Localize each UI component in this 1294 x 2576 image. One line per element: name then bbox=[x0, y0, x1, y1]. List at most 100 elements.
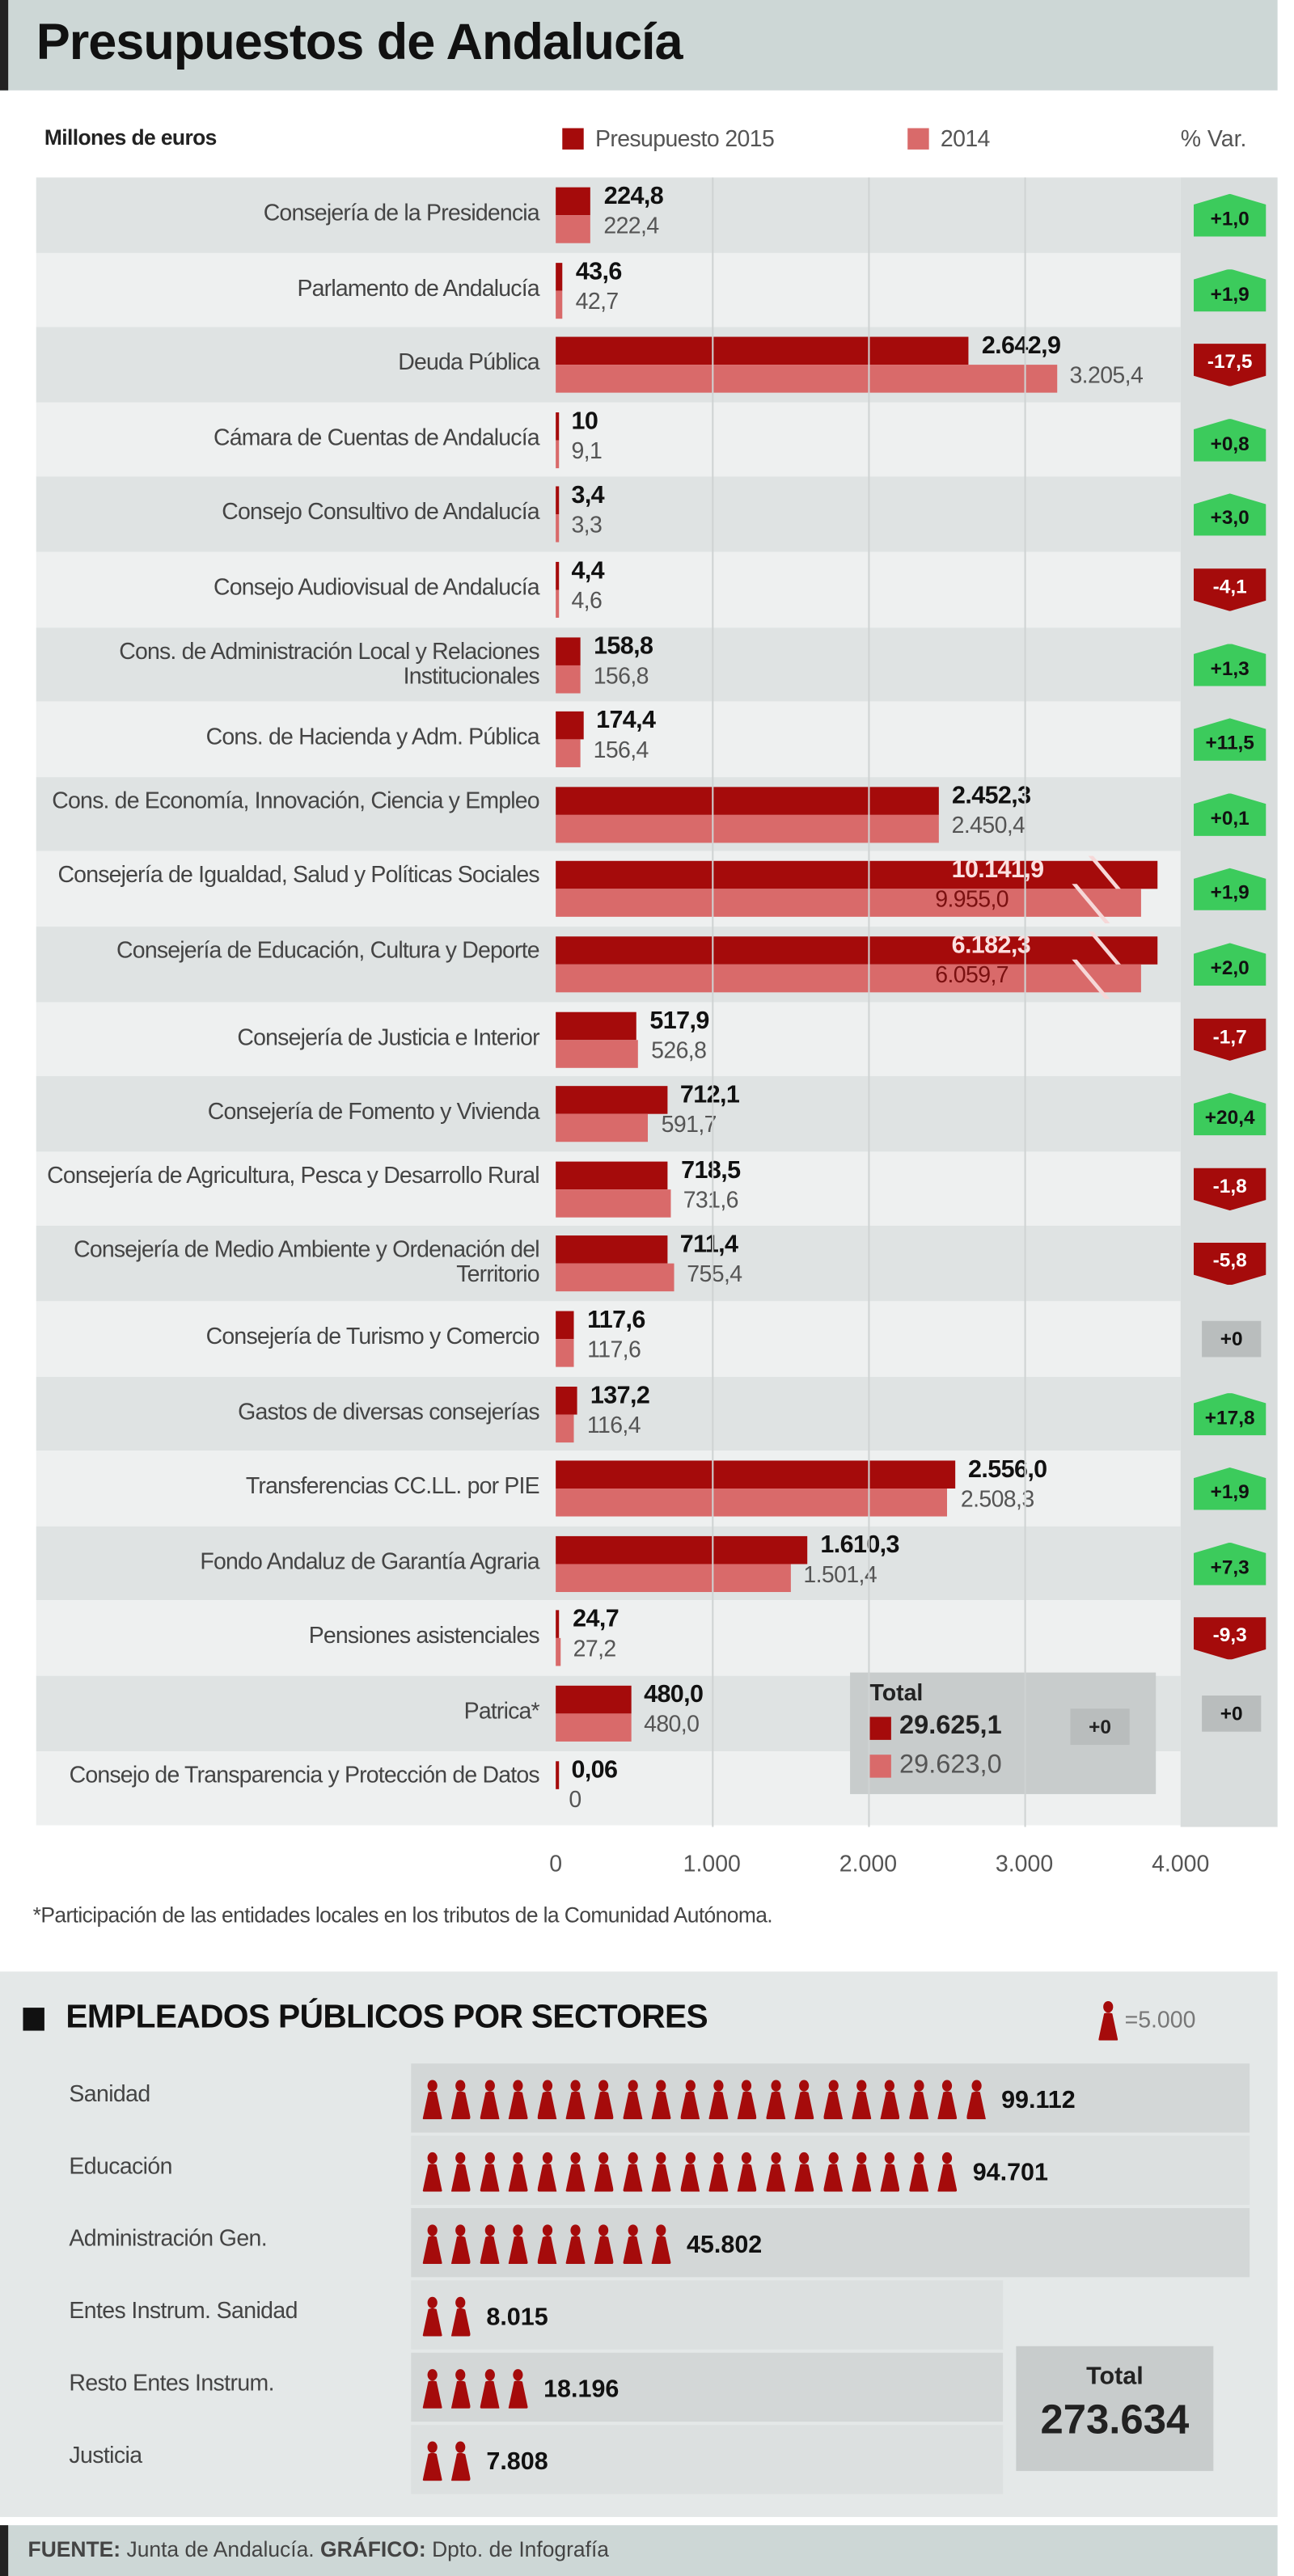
person-icon bbox=[594, 2152, 615, 2192]
legend-swatch-2015 bbox=[562, 128, 584, 150]
person-icon bbox=[536, 2224, 557, 2265]
person-icon bbox=[422, 2369, 442, 2409]
pictogram-value: 18.196 bbox=[543, 2375, 620, 2404]
value-2015: 158,8 bbox=[594, 631, 653, 661]
x-tick-label: 2.000 bbox=[839, 1850, 898, 1877]
bar-2014 bbox=[556, 589, 559, 619]
bar-2014 bbox=[556, 1339, 574, 1367]
value-2014: 0 bbox=[569, 1784, 581, 1812]
section-square-icon bbox=[23, 2008, 44, 2031]
chart-row: Cons. de Economía, Innovación, Ciencia y… bbox=[36, 776, 1181, 852]
row-label: Consejería de Medio Ambiente y Ordenació… bbox=[74, 1235, 540, 1287]
person-head bbox=[427, 2369, 438, 2381]
value-2015: 2.452,3 bbox=[952, 781, 1031, 810]
x-tick-label: 1.000 bbox=[683, 1850, 741, 1877]
person-icon bbox=[623, 2224, 643, 2265]
person-body bbox=[480, 2380, 500, 2409]
person-head bbox=[970, 2080, 981, 2092]
person-icon bbox=[679, 2152, 700, 2192]
total-2015: 29.625,1 bbox=[899, 1712, 1002, 1740]
person-body bbox=[937, 2091, 958, 2120]
x-tick-label: 0 bbox=[549, 1850, 563, 1877]
person-icon bbox=[536, 2152, 557, 2192]
pictogram-value: 94.701 bbox=[972, 2159, 1049, 2187]
bar-2014 bbox=[556, 814, 939, 843]
person-body bbox=[623, 2164, 643, 2192]
bar-2014 bbox=[556, 365, 1057, 394]
person-head bbox=[484, 2224, 495, 2236]
legend-swatch-2014 bbox=[907, 128, 929, 150]
person-body bbox=[536, 2164, 557, 2192]
person-icon bbox=[450, 2152, 472, 2192]
person-body bbox=[708, 2164, 729, 2192]
person-icon bbox=[852, 2080, 872, 2120]
value-2014: 156,4 bbox=[593, 736, 649, 763]
person-icon bbox=[450, 2441, 472, 2481]
person-body bbox=[480, 2236, 500, 2265]
person-head bbox=[771, 2152, 781, 2164]
person-body bbox=[679, 2091, 700, 2120]
person-body bbox=[908, 2164, 929, 2192]
page-title: Presupuestos de Andalucía bbox=[36, 13, 683, 71]
person-icon bbox=[937, 2080, 958, 2120]
value-2014: 731,6 bbox=[683, 1185, 739, 1213]
bar-2015 bbox=[556, 712, 583, 740]
person-body bbox=[422, 2091, 442, 2120]
person-body bbox=[508, 2091, 528, 2120]
row-label: Consejería de Igualdad, Salud y Política… bbox=[57, 861, 539, 889]
value-2014: 3.205,4 bbox=[1069, 361, 1144, 388]
chart-row: Fondo Andaluz de Garantía Agraria 1.610,3… bbox=[36, 1526, 1181, 1601]
person-head bbox=[742, 2080, 752, 2092]
row-label: Pensiones asistenciales bbox=[308, 1622, 540, 1649]
pictogram-row-bg bbox=[411, 2425, 1004, 2494]
bar-2015 bbox=[556, 561, 559, 590]
person-body bbox=[737, 2164, 757, 2192]
person-body bbox=[422, 2308, 442, 2337]
person-head bbox=[684, 2080, 696, 2092]
var-badge-up: +0,1 bbox=[1193, 793, 1267, 836]
chart-row: Consejo Consultivo de Andalucía 3,4 3,3 bbox=[36, 477, 1181, 552]
person-icon bbox=[594, 2224, 615, 2265]
value-2014: 755,4 bbox=[687, 1261, 742, 1287]
person-body bbox=[450, 2380, 472, 2409]
person-icon bbox=[908, 2152, 929, 2192]
person-body bbox=[536, 2236, 557, 2265]
bar-2014 bbox=[556, 1413, 574, 1442]
chart-row: Consejería de Agricultura, Pesca y Desar… bbox=[36, 1151, 1181, 1227]
row-label: Consejería de la Presidencia bbox=[263, 198, 540, 226]
person-icon bbox=[565, 2152, 586, 2192]
person-head bbox=[856, 2152, 867, 2164]
person-icon bbox=[565, 2080, 586, 2120]
row-label: Consejería de Educación, Cultura y Depor… bbox=[116, 936, 540, 963]
value-2015: 24,7 bbox=[573, 1606, 620, 1634]
var-badge-down: -4,1 bbox=[1193, 568, 1267, 611]
person-icon bbox=[651, 2152, 671, 2192]
bar-2014 bbox=[556, 964, 1141, 993]
row-label: Transferencias CC.LL. por PIE bbox=[245, 1472, 540, 1499]
person-icon bbox=[794, 2080, 814, 2120]
person-head bbox=[455, 2296, 467, 2308]
person-icon bbox=[422, 2296, 442, 2337]
bar-2015 bbox=[556, 1386, 577, 1414]
var-header: % Var. bbox=[1180, 125, 1247, 151]
value-2015: 480,0 bbox=[644, 1680, 704, 1709]
bar-2015 bbox=[556, 1535, 808, 1565]
pictogram-row-label: Justicia bbox=[69, 2441, 142, 2468]
person-body bbox=[880, 2164, 900, 2192]
person-body bbox=[880, 2091, 900, 2120]
person-head bbox=[827, 2152, 839, 2164]
chart-row: Consejería de Justicia e Interior 517,9 52… bbox=[36, 1001, 1181, 1077]
chart-row: Cons. de Administración Local y Relacion… bbox=[36, 627, 1181, 703]
row-label: Consejería de Justicia e Interior bbox=[237, 1023, 539, 1049]
person-head bbox=[827, 2080, 839, 2092]
person-body bbox=[852, 2091, 872, 2120]
person-icon bbox=[565, 2224, 586, 2265]
footer: FUENTE: Junta de Andalucía. GRÁFICO: Dpt… bbox=[0, 2525, 1278, 2576]
person-head bbox=[799, 2080, 810, 2092]
legend-2015: Presupuesto 2015 bbox=[594, 125, 775, 151]
person-body bbox=[565, 2091, 586, 2120]
chart-row: Consejería de Fomento y Vivienda 712,1 591… bbox=[36, 1076, 1181, 1151]
person-head bbox=[628, 2224, 638, 2236]
value-2014: 117,6 bbox=[587, 1336, 641, 1362]
row-label: Consejo de Transparencia y Protección de… bbox=[69, 1760, 540, 1787]
